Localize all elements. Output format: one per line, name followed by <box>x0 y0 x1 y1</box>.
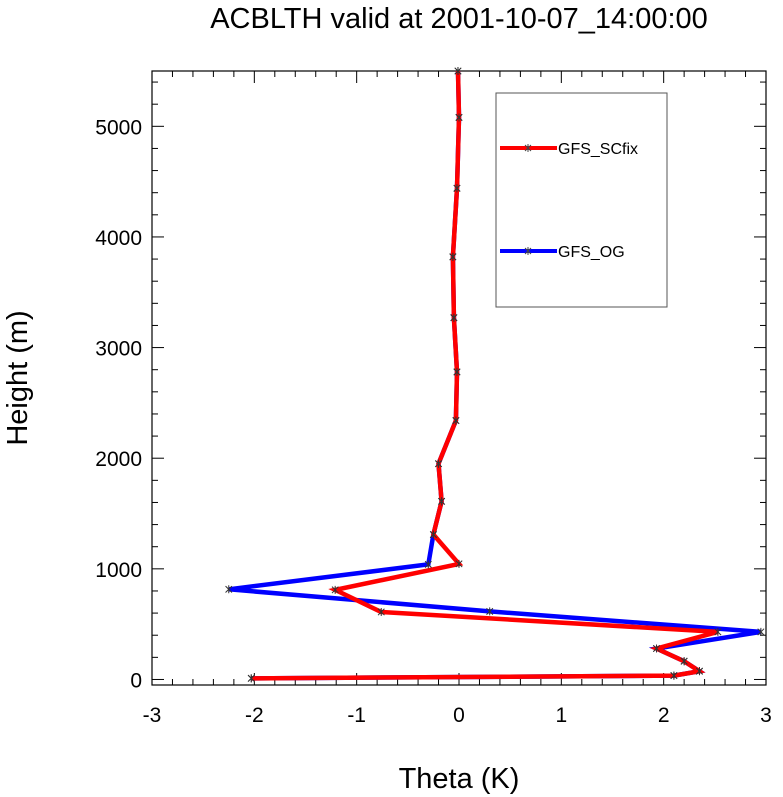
data-point-gfs-scfix <box>695 667 704 676</box>
legend-label-gfs-scfix: GFS_SCfix <box>558 141 638 158</box>
x-tick-labels: -3 -2 -1 0 1 2 3 <box>143 704 772 727</box>
data-point-gfs-scfix <box>453 367 461 376</box>
data-point-gfs-scfix <box>429 530 437 539</box>
data-point-gfs-og <box>486 607 494 616</box>
data-point-gfs-scfix <box>455 113 463 122</box>
y-axis-title: Height (m) <box>2 310 34 445</box>
legend-box <box>495 92 668 308</box>
data-point-gfs-og <box>757 627 765 636</box>
x-tick-label: 2 <box>658 704 670 727</box>
y-tick-label: 5000 <box>95 116 142 139</box>
legend-marker-gfs-scfix <box>524 144 532 152</box>
x-tick-label: -2 <box>245 704 264 727</box>
legend-label-gfs-og: GFS_OG <box>558 244 625 261</box>
chart-title: ACBLTH valid at 2001-10-07_14:00:00 <box>210 3 708 35</box>
x-axis-title: Theta (K) <box>399 763 520 795</box>
y-tick-label: 0 <box>130 669 142 692</box>
legend-marker-gfs-og <box>524 247 532 255</box>
data-point-gfs-scfix <box>714 627 722 636</box>
data-point-gfs-scfix <box>454 67 462 75</box>
data-point-gfs-scfix <box>670 671 678 680</box>
series-line-gfs-og <box>228 70 762 681</box>
x-tick-label: 1 <box>555 704 567 727</box>
data-point-gfs-scfix <box>652 644 661 653</box>
data-point-gfs-og <box>225 585 233 594</box>
data-point-gfs-scfix <box>331 585 339 594</box>
y-tick-label: 1000 <box>95 559 142 582</box>
axis-ticks <box>151 71 767 685</box>
x-tick-label: 0 <box>453 704 465 727</box>
data-point-gfs-scfix <box>680 657 688 666</box>
x-tick-label: 3 <box>760 704 772 727</box>
data-point-gfs-scfix <box>449 252 457 261</box>
legend: GFS_SCfix GFS_OG <box>495 92 668 308</box>
data-point-gfs-scfix <box>455 559 463 568</box>
data-point-gfs-scfix <box>434 459 443 468</box>
data-point-gfs-scfix <box>377 607 385 616</box>
data-point-gfs-scfix <box>247 674 255 683</box>
data-point-gfs-scfix <box>450 313 458 322</box>
x-tick-label: -1 <box>347 704 366 727</box>
y-tick-label: 4000 <box>95 227 142 250</box>
series-layer <box>225 67 765 683</box>
y-tick-labels: 0 1000 2000 3000 4000 5000 <box>95 116 142 692</box>
data-point-gfs-scfix <box>452 416 460 425</box>
y-tick-label: 2000 <box>95 448 142 471</box>
data-point-gfs-og <box>424 560 432 569</box>
x-tick-label: -3 <box>143 704 162 727</box>
y-tick-label: 3000 <box>95 338 142 361</box>
data-point-gfs-scfix <box>453 184 461 193</box>
data-point-gfs-scfix <box>438 497 446 506</box>
